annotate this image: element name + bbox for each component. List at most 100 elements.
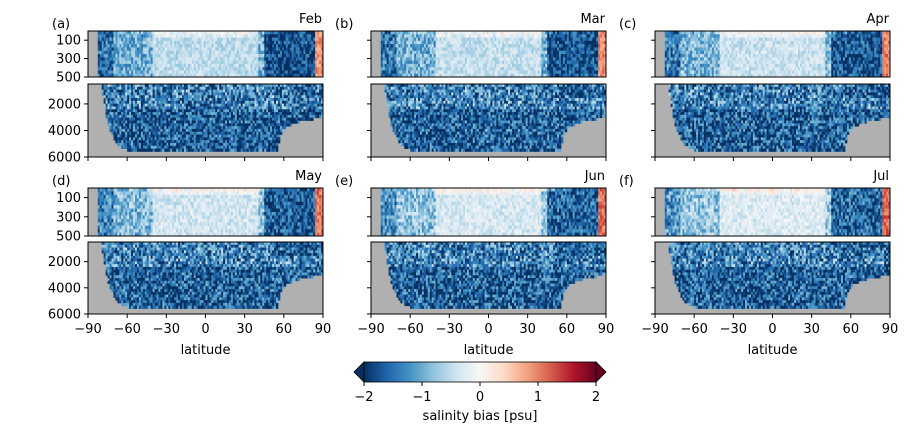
bias-cell [303,44,306,48]
bias-cell [285,54,289,58]
bias-cell [160,114,163,119]
bias-cell [176,120,179,124]
bias-cell [317,106,320,110]
bias-cell [260,134,263,138]
bias-cell [156,54,159,58]
bias-cell [289,109,293,113]
bias-cell [199,37,202,42]
bias-cell [291,54,295,58]
bias-cell [189,57,193,61]
bias-cell [162,84,165,88]
bias-cell [193,67,197,71]
bias-cell [266,54,269,58]
bias-cell [154,54,157,58]
bias-cell [150,84,154,88]
bias-cell [123,84,126,88]
bias-cell [117,84,120,88]
bias-cell [419,31,423,35]
bias-cell [264,63,267,68]
bias-cell [176,109,179,113]
bias-cell [187,57,191,61]
bias-cell [234,142,238,147]
bias-cell [166,47,169,52]
bias-cell [150,57,154,61]
bias-cell [223,131,226,135]
bias-cell [164,100,167,105]
bias-cell [158,100,161,105]
bias-cell [262,63,265,68]
bias-cell [293,60,296,65]
bias-cell [189,89,193,93]
bias-cell [215,34,218,38]
bias-cell [256,47,259,52]
bias-cell [109,67,112,71]
bias-cell [264,100,267,105]
bias-cell [162,95,165,99]
bias-cell [168,63,171,68]
bias-cell [146,70,150,75]
bias-cell [174,140,177,144]
bias-cell [158,140,161,144]
bias-cell [148,112,152,116]
bias-cell [162,40,165,45]
bias-cell [170,95,173,99]
bias-cell [236,109,240,113]
bias-cell [260,128,263,133]
bias-cell [166,131,169,135]
bias-cell [293,31,296,35]
bias-cell [238,112,242,116]
bias-cell [223,40,226,45]
bias-cell [227,44,230,48]
bias-cell [279,112,283,116]
bias-cell [217,86,220,91]
bias-cell [191,63,195,68]
bias-cell [170,54,173,58]
bias-cell [103,86,107,91]
bias-cell [256,123,259,127]
bias-cell [183,106,187,110]
bias-cell [158,134,161,138]
bias-cell [419,47,423,52]
bias-cell [113,109,116,113]
bias-cell [274,120,277,124]
bias-cell [209,57,212,61]
bias-cell [154,145,157,149]
bias-cell [299,40,302,45]
bias-cell [242,40,246,45]
bias-cell [277,114,281,119]
bias-cell [189,60,193,65]
bias-cell [103,54,107,58]
bias-cell [178,109,181,113]
bias-cell [140,84,144,88]
bias-cell [223,47,226,52]
bias-cell [254,89,257,93]
bias-cell [396,40,399,45]
bias-cell [176,54,179,58]
bias-cell [136,73,140,78]
bias-cell [203,103,206,107]
bias-cell [131,63,134,68]
bias-cell [311,112,314,116]
bias-cell [176,95,179,99]
bias-cell [178,31,181,35]
bias-cell [307,40,310,45]
bias-cell [166,44,169,48]
bias-cell [404,63,407,68]
bias-cell [266,67,269,71]
bias-cell [191,148,195,152]
bias-cell [276,84,279,88]
bias-cell [191,98,195,102]
bias-cell [238,37,242,42]
bias-cell [209,98,212,102]
bias-cell [191,142,195,147]
bias-cell [154,70,157,75]
bias-cell [144,47,148,52]
bias-cell [256,95,259,99]
bias-cell [234,123,238,127]
bias-cell [199,47,202,52]
bias-cell [107,106,110,110]
bias-cell [121,114,124,119]
bias-cell [319,100,322,105]
bias-cell [154,73,157,78]
bias-cell [279,31,283,35]
